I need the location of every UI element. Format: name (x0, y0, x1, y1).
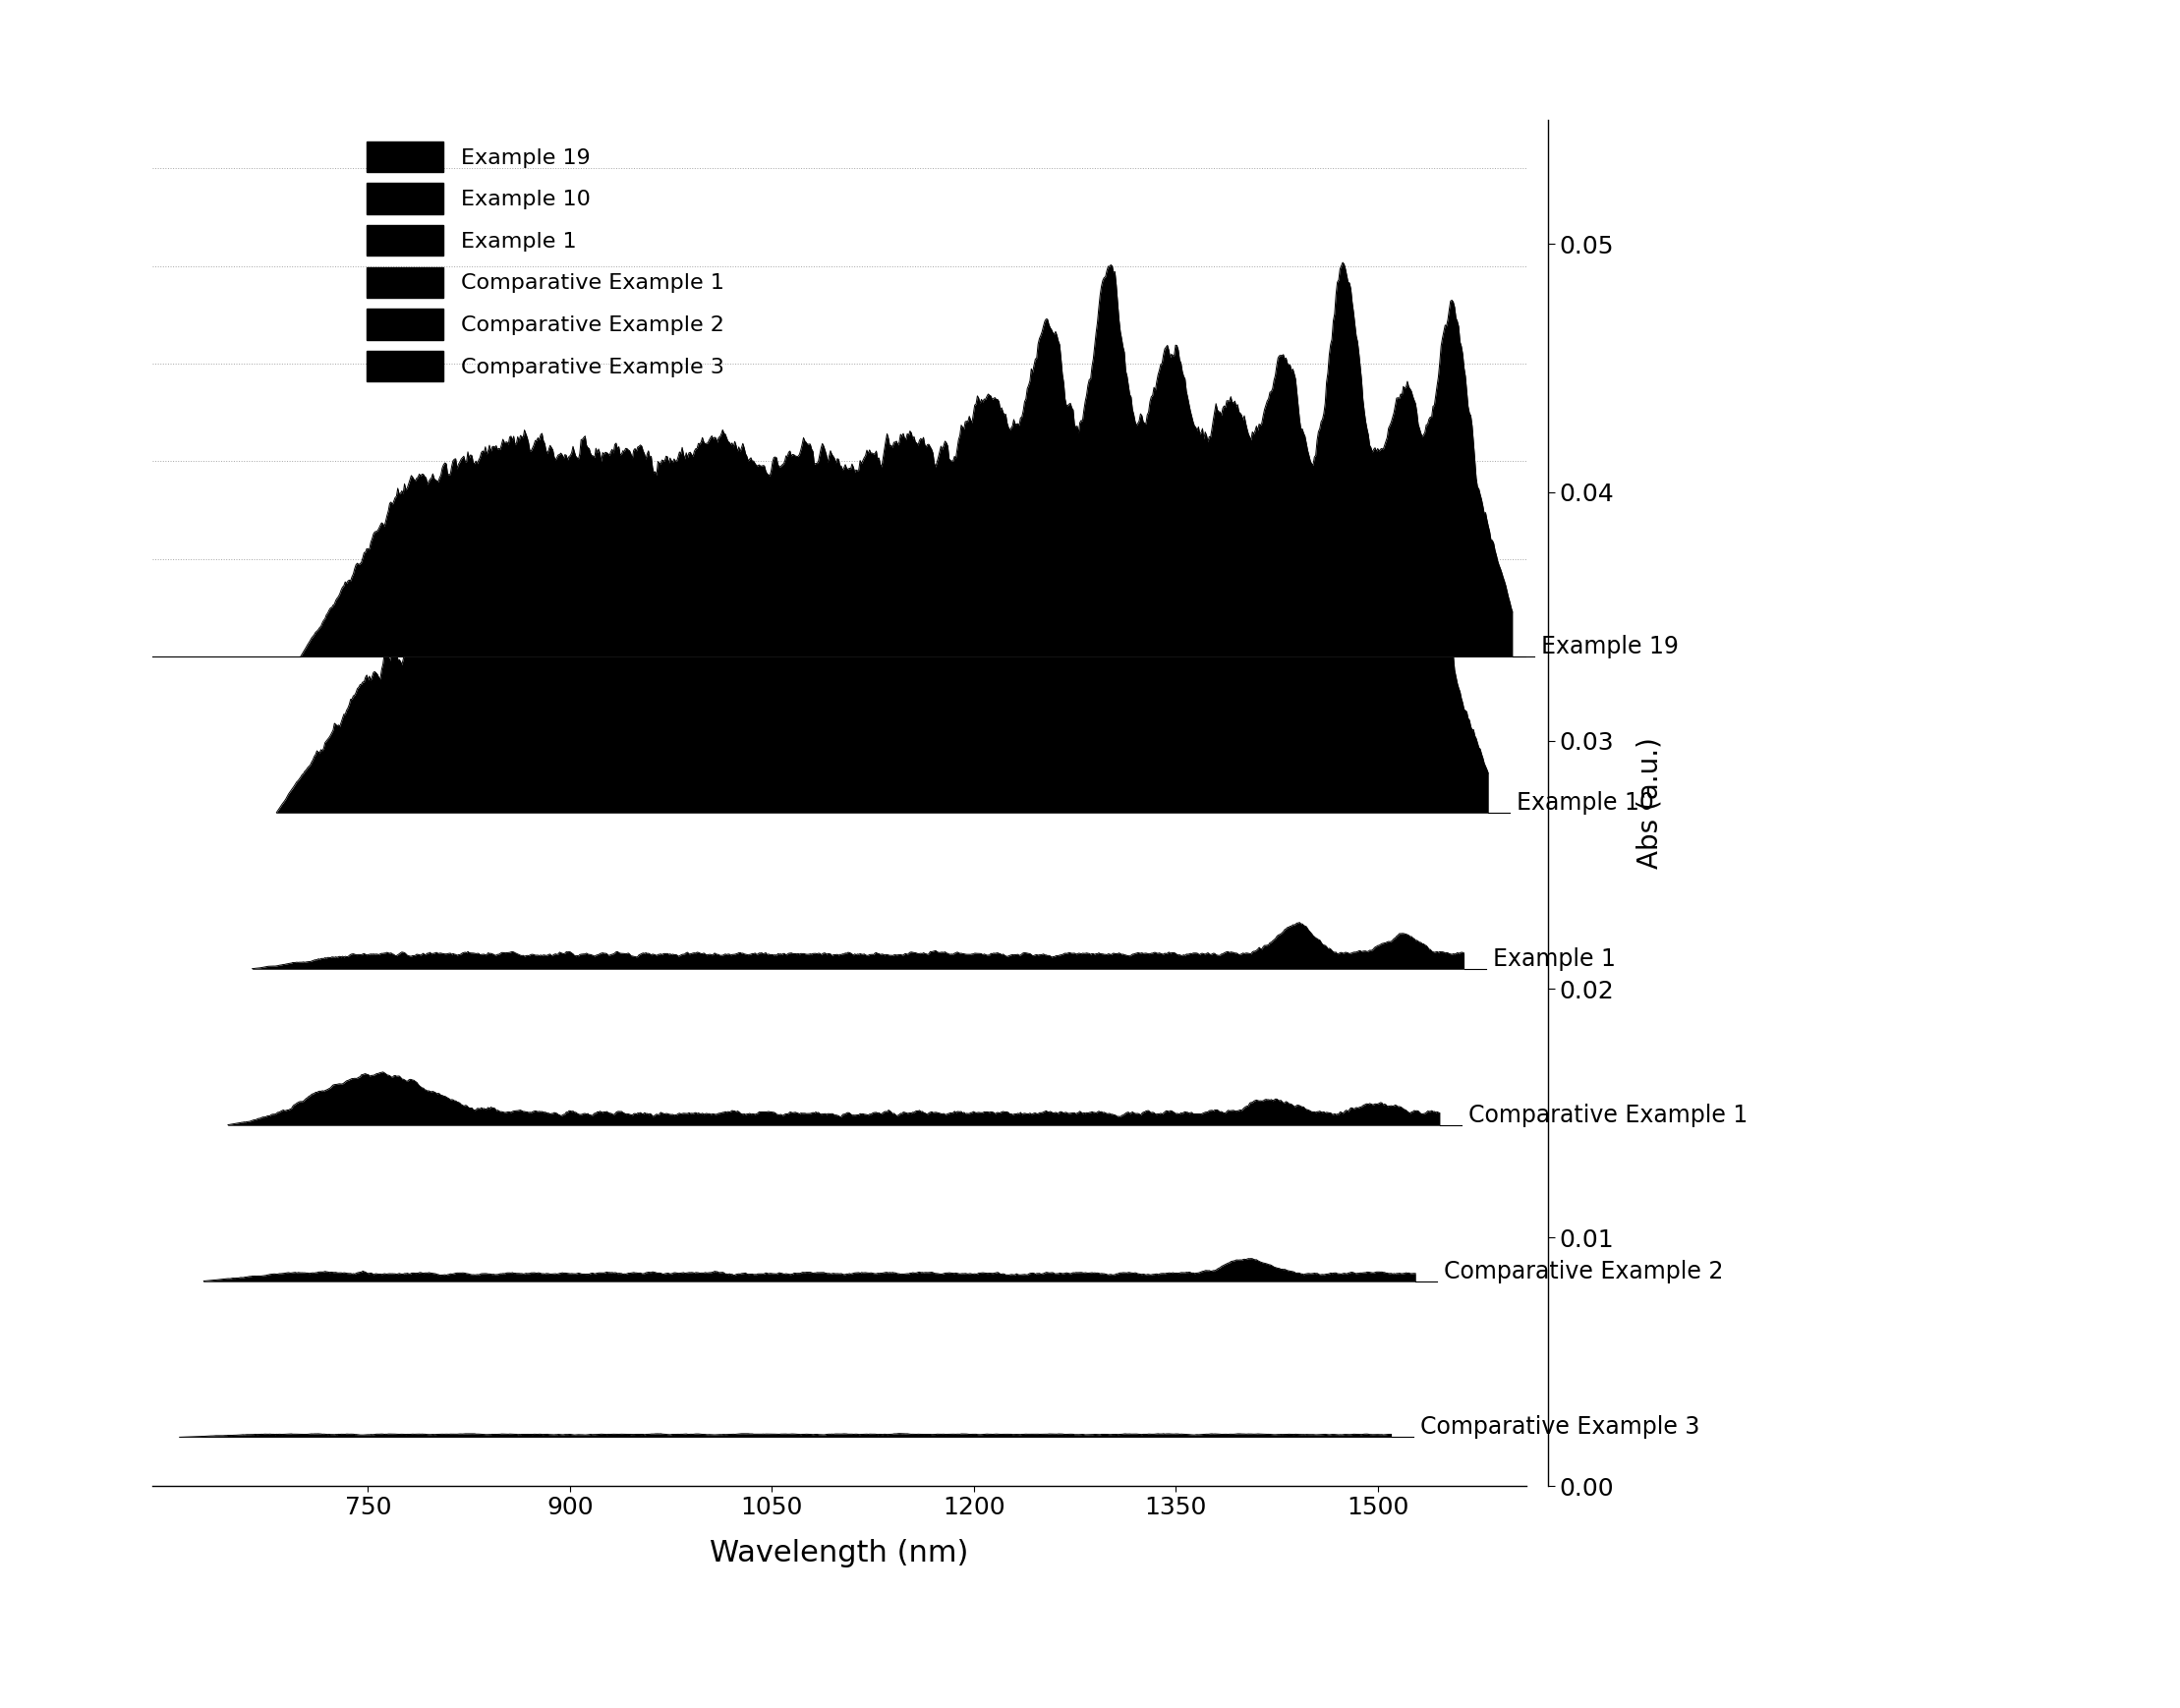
Text: Example 10: Example 10 (1517, 791, 1655, 815)
Text: Comparative Example 2: Comparative Example 2 (1443, 1259, 1724, 1283)
X-axis label: Wavelength (nm): Wavelength (nm) (711, 1539, 968, 1568)
Text: Example 19: Example 19 (1541, 635, 1679, 658)
Text: Comparative Example 1: Comparative Example 1 (1469, 1103, 1748, 1127)
Text: Example 1: Example 1 (1493, 948, 1615, 970)
Y-axis label: Abs (a.u.): Abs (a.u.) (1635, 736, 1663, 869)
Text: Comparative Example 3: Comparative Example 3 (1419, 1416, 1700, 1440)
Legend: Example 19, Example 10, Example 1, Comparative Example 1, Comparative Example 2,: Example 19, Example 10, Example 1, Compa… (355, 130, 735, 393)
